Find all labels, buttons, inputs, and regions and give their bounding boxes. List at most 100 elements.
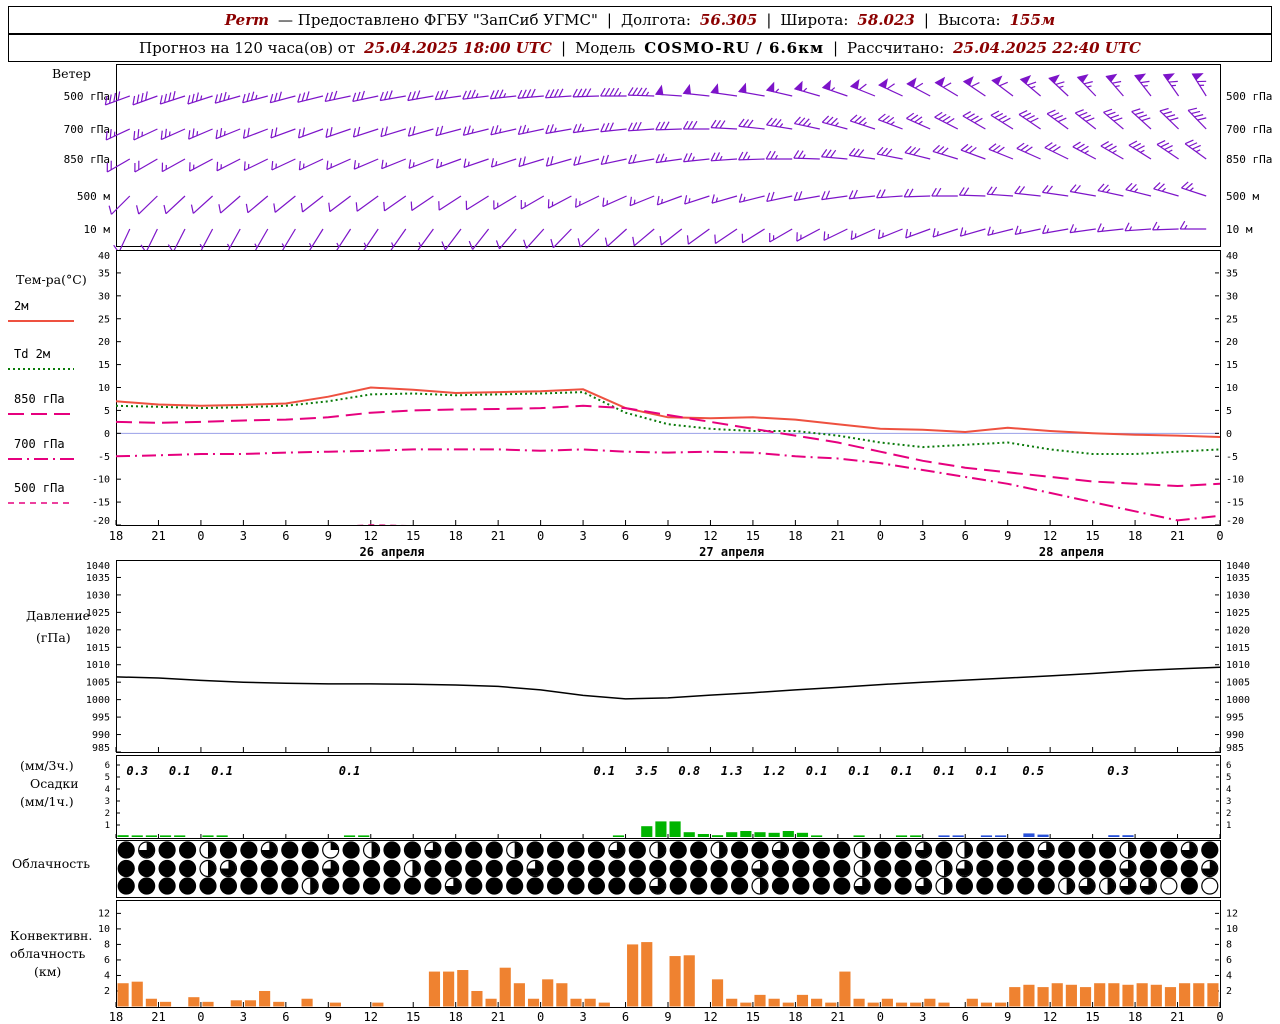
wind-barb-staff (934, 116, 959, 130)
wind-barb-staff (906, 117, 931, 130)
wind-barb-halffeather (1073, 227, 1077, 233)
wind-barb-staff (660, 228, 683, 246)
cloud-cover-symbol (158, 841, 176, 859)
wind-barb-staff (1046, 113, 1069, 130)
cloud-cover-symbol (567, 841, 585, 859)
wind-barb-halffeather (1140, 149, 1145, 153)
temp-y-label-right: 5 (1226, 406, 1232, 417)
wind-barb-feather (298, 160, 301, 171)
wind-barb-staff (247, 195, 269, 214)
wind-barb-staff (904, 152, 931, 160)
wind-barb-feather (163, 204, 167, 214)
cloud-cover-fill (964, 842, 972, 858)
precip-y-label-right: 2 (1226, 809, 1231, 819)
temp-y-label-right: 35 (1226, 268, 1238, 279)
wind-barb-feather (904, 145, 912, 154)
wind-barb-feather (523, 239, 527, 249)
wind-barb-staff (878, 228, 903, 240)
wind-barb-feather (1108, 145, 1117, 152)
convective-bar (669, 956, 681, 1007)
wind-barb-staff (525, 228, 545, 249)
pressure-y-label-right: 995 (1226, 713, 1244, 724)
precip-3h-sum-label: 3.5 (635, 764, 658, 778)
wind-barb-pennant (1105, 73, 1118, 83)
convective-chart-panel: 12 12 10 10 8 8 6 6 4 4 2 2 18 21 0 3 6 9 12 15 18 21 0 3 6 9 12 15… (98, 900, 1238, 1024)
wind-barb-feather (908, 146, 917, 155)
wind-barb-staff (353, 128, 379, 138)
wind-barb-staff (119, 228, 131, 250)
cloud-cover-symbol (240, 859, 258, 878)
wind-barb-staff (990, 114, 1014, 130)
precip-bar (711, 835, 724, 837)
wind-barb-feather (823, 231, 826, 241)
wind-barb-staff (462, 95, 489, 100)
wind-barb-staff (444, 228, 462, 250)
wind-barb-feather (1141, 117, 1151, 122)
wind-barb-pennant (991, 75, 1003, 86)
precip-bar (995, 835, 1007, 837)
wind-barb-staff (545, 95, 572, 99)
wind-barb-feather (821, 149, 828, 158)
wind-barb-halffeather (281, 243, 285, 248)
wind-barb-feather (659, 153, 665, 163)
wind-barb-feather (881, 147, 888, 156)
cloud-cover-fill (944, 878, 952, 894)
precip-bar (641, 826, 653, 837)
wind-barb-feather (604, 122, 610, 132)
cloud-cover-symbol (506, 859, 524, 878)
wind-barb-feather (353, 160, 357, 170)
conv-y-label-left: 8 (104, 939, 110, 950)
cloud-cover-fill (1038, 842, 1054, 858)
precip-3h-sum-label: 0.1 (848, 764, 870, 778)
wind-barb-feather (959, 227, 964, 237)
wind-barb-feather (1140, 80, 1150, 84)
wind-barb-staff (309, 228, 324, 250)
convective-bar (329, 1002, 341, 1007)
wind-barb-pennant (1191, 73, 1204, 81)
cloud-cover-symbol (690, 877, 708, 895)
wind-barb-pennant (878, 78, 889, 89)
convective-bar (159, 1001, 172, 1007)
convective-bar (1079, 987, 1092, 1007)
wind-barb-feather (770, 150, 776, 160)
wind-barb-staff (633, 228, 655, 247)
wind-barb-staff (1042, 191, 1069, 197)
wind-barb-pennant (906, 77, 917, 88)
wind-barb-feather (407, 127, 412, 137)
wind-barb-feather (1069, 224, 1075, 233)
wind-barb-feather (682, 153, 688, 162)
wind-barb-feather (793, 191, 798, 201)
wind-barb-staff (849, 195, 876, 200)
wind-barb-feather (821, 191, 826, 200)
wind-barb-staff (105, 128, 131, 141)
wind-barb-halffeather (882, 232, 884, 238)
convective-bar (1150, 984, 1162, 1007)
wind-barb-staff (988, 148, 1014, 160)
calc-time: 25.04.2025 22:40 UTC (953, 39, 1141, 57)
wind-barb-feather (297, 128, 301, 139)
cloud-cover-symbol (690, 859, 708, 878)
wind-barb-staff (711, 195, 738, 204)
wind-barb-pennant (849, 78, 860, 90)
wind-barb-feather (1166, 114, 1176, 118)
wind-barb-halffeather (418, 242, 422, 247)
wind-barb-feather (632, 122, 638, 131)
wind-barb-feather (1134, 111, 1144, 116)
wind-barb-staff (270, 95, 296, 104)
wind-barb-feather (439, 90, 444, 100)
precip-3h-sum-label: 1.2 (763, 764, 785, 778)
pressure-y-label-right: 1020 (1226, 625, 1250, 636)
convective-bar (1051, 983, 1063, 1007)
wind-barb-halffeather (467, 161, 470, 167)
wind-barb-halffeather (226, 243, 231, 249)
altitude-value: 155м (1009, 11, 1056, 29)
wind-barb-feather (1191, 110, 1201, 115)
wind-barb-staff (742, 228, 765, 244)
cloudiness-panel-label: Облачность (12, 856, 91, 871)
precip-bar (811, 835, 823, 837)
pressure-y-label-left: 1035 (86, 573, 110, 584)
temp-y-label-right: 20 (1226, 337, 1238, 348)
wind-barb-halffeather (1030, 85, 1036, 89)
time-tick-label: 12 (364, 529, 378, 543)
pressure-y-label-left: 1020 (86, 625, 110, 636)
